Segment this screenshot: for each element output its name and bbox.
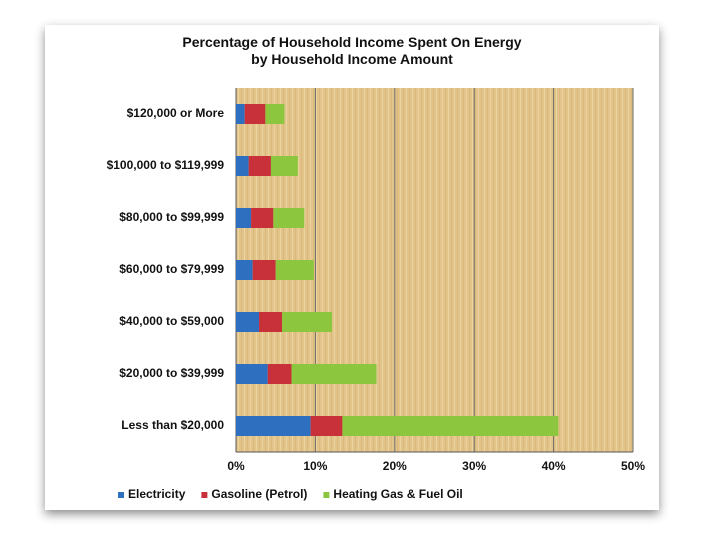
y-tick-label: Less than $20,000	[121, 418, 224, 432]
bar-segment	[236, 416, 311, 436]
legend-swatch	[201, 492, 208, 498]
y-tick-label: $20,000 to $39,999	[119, 366, 224, 380]
bar-segment	[236, 364, 268, 384]
bar-segment	[236, 260, 253, 280]
y-tick-label: $80,000 to $99,999	[119, 210, 224, 224]
y-tick-label: $120,000 or More	[127, 106, 225, 120]
legend-label: Electricity	[128, 487, 186, 501]
x-tick-label: 20%	[383, 459, 407, 473]
bar-segment	[252, 260, 276, 280]
bar-segment	[236, 156, 249, 176]
chart-title: Percentage of Household Income Spent On …	[182, 34, 521, 67]
bar-segment	[236, 208, 252, 228]
bar-segment	[265, 104, 285, 124]
bar-segment	[291, 364, 377, 384]
legend-swatch	[323, 492, 330, 498]
bar-segment	[236, 104, 245, 124]
bar-segment	[282, 312, 333, 332]
legend-label: Heating Gas & Fuel Oil	[333, 487, 462, 501]
bar-segment	[251, 208, 274, 228]
bar-segment	[273, 208, 305, 228]
y-tick-label: $100,000 to $119,999	[107, 158, 225, 172]
bar-segment	[267, 364, 292, 384]
legend-swatch	[118, 492, 124, 498]
bar-segment	[259, 312, 283, 332]
legend-label: Gasoline (Petrol)	[211, 487, 307, 501]
x-tick-label: 50%	[621, 459, 645, 473]
bar-segment	[244, 104, 266, 124]
x-tick-label: 10%	[303, 459, 327, 473]
y-tick-label: $60,000 to $79,999	[119, 262, 224, 276]
x-tick-label: 40%	[542, 459, 566, 473]
bar-segment	[236, 312, 260, 332]
bar-segment	[248, 156, 271, 176]
x-tick-label: 0%	[227, 459, 245, 473]
x-tick-label: 30%	[462, 459, 486, 473]
y-tick-label: $40,000 to $59,000	[119, 314, 224, 328]
bar-segment	[342, 416, 559, 436]
bar-segment	[270, 156, 298, 176]
bar-segment	[310, 416, 343, 436]
bar-segment	[275, 260, 314, 280]
